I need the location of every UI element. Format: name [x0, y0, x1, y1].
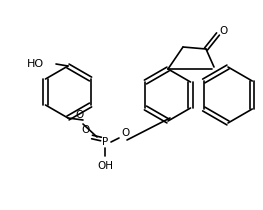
Text: O: O [121, 128, 129, 138]
Text: P: P [102, 137, 108, 147]
Text: HO: HO [27, 59, 44, 69]
Text: O: O [219, 26, 227, 36]
Text: OH: OH [97, 161, 113, 171]
Text: O: O [75, 110, 83, 120]
Text: O: O [81, 125, 89, 135]
